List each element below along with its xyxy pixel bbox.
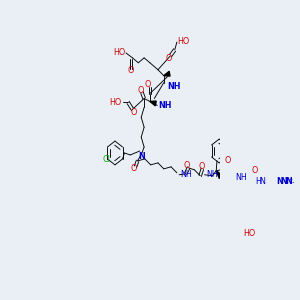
Text: HO: HO	[243, 229, 255, 238]
Text: O: O	[137, 86, 144, 95]
Text: N: N	[285, 177, 292, 186]
Text: HO: HO	[113, 48, 125, 57]
Text: HO: HO	[109, 98, 122, 107]
Text: +: +	[288, 177, 292, 182]
Text: Cl: Cl	[102, 155, 110, 164]
Text: O: O	[128, 66, 134, 75]
Text: O: O	[166, 54, 172, 63]
Text: N: N	[276, 177, 283, 186]
Polygon shape	[150, 101, 156, 106]
Text: NH: NH	[167, 82, 181, 91]
Text: O: O	[225, 156, 231, 165]
Text: O: O	[145, 80, 151, 89]
Polygon shape	[245, 176, 251, 184]
Text: NH: NH	[159, 101, 172, 110]
Text: N: N	[259, 177, 265, 186]
Text: O: O	[131, 164, 137, 173]
Polygon shape	[164, 71, 170, 76]
Text: O: O	[199, 162, 205, 171]
Text: -: -	[291, 180, 294, 186]
Text: O: O	[252, 166, 258, 175]
Text: O: O	[184, 161, 190, 170]
Text: N: N	[138, 152, 145, 161]
Text: H: H	[256, 177, 261, 186]
Text: O: O	[131, 108, 137, 117]
Text: NH: NH	[181, 170, 192, 179]
Text: HO: HO	[177, 37, 189, 46]
Text: NH: NH	[235, 173, 247, 182]
Text: NH: NH	[206, 170, 218, 179]
Text: N: N	[280, 177, 287, 186]
Polygon shape	[216, 171, 222, 178]
